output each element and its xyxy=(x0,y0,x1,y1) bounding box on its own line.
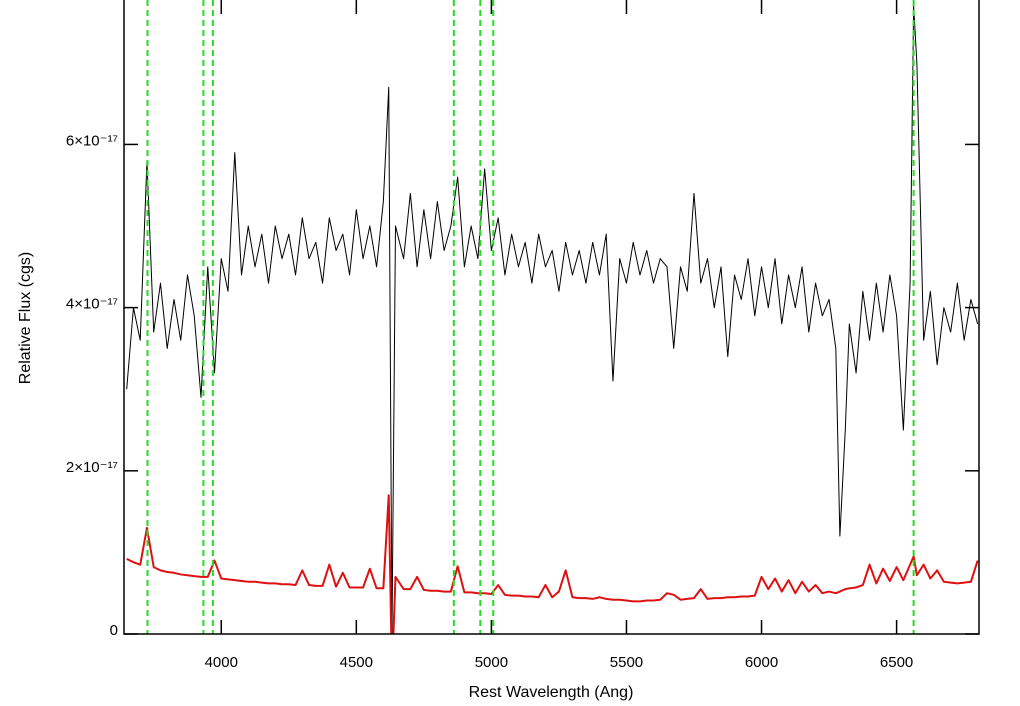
y-tick-label: 4×10⁻¹⁷ xyxy=(66,296,118,313)
x-tick-label: 5000 xyxy=(475,654,508,671)
x-tick-label: 6500 xyxy=(880,654,913,671)
plot-frame xyxy=(123,0,980,635)
x-tick-label: 4500 xyxy=(340,654,373,671)
y-tick-label: 2×10⁻¹⁷ xyxy=(66,459,118,476)
x-tick-label: 5500 xyxy=(610,654,643,671)
y-tick-label: 0 xyxy=(110,622,118,639)
y-axis-label: Relative Flux (cgs) xyxy=(17,252,34,384)
series-line xyxy=(126,494,979,634)
series-line xyxy=(126,5,979,634)
plot-area xyxy=(126,0,979,634)
x-tick-label: 6000 xyxy=(745,654,778,671)
x-tick-label: 4000 xyxy=(205,654,238,671)
y-tick-label: 6×10⁻¹⁷ xyxy=(66,132,118,149)
x-axis-label: Rest Wavelength (Ang) xyxy=(469,684,634,701)
